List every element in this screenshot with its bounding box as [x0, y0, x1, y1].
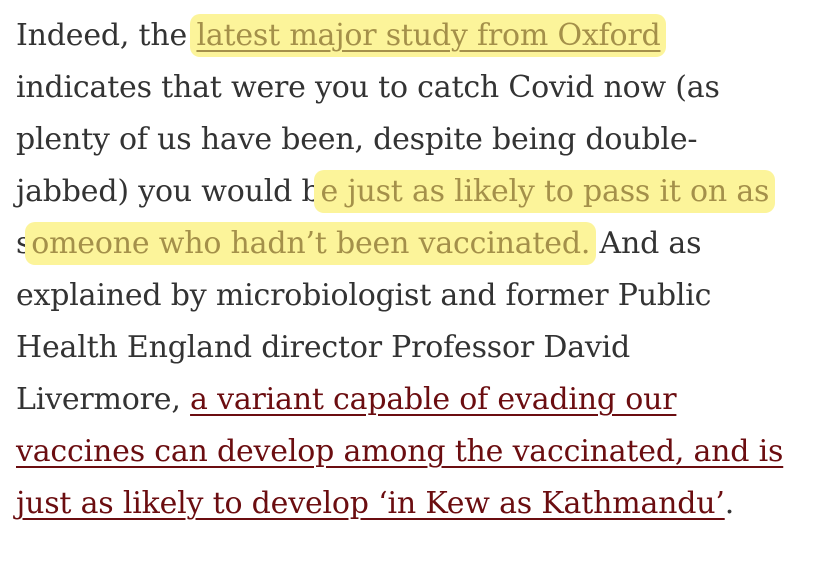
text-segment: jabbed) you would b	[16, 174, 321, 209]
text-segment: .	[724, 486, 735, 521]
oxford-study-link[interactable]: latest major study from Oxford	[190, 14, 667, 57]
variant-link[interactable]: vaccines can develop among the vaccinate…	[16, 434, 784, 469]
text-line: Livermore, a variant capable of evading …	[16, 374, 677, 426]
text-line: Health England director Professor David	[16, 330, 631, 365]
text-line: indicates that were you to catch Covid n…	[16, 70, 720, 105]
text-segment: Livermore,	[16, 382, 191, 417]
text-segment: And as	[590, 226, 702, 261]
variant-link[interactable]: just as likely to develop ‘in Kew as Kat…	[16, 486, 725, 521]
variant-link[interactable]: a variant capable of evading our	[190, 382, 677, 417]
text-line: plenty of us have been, despite being do…	[16, 122, 698, 157]
text-segment: Indeed, the	[16, 18, 197, 53]
highlighted-text: omeone who hadn’t been vaccinated.	[25, 222, 597, 265]
text-line: vaccines can develop among the vaccinate…	[16, 426, 783, 478]
text-line: just as likely to develop ‘in Kew as Kat…	[16, 478, 734, 530]
text-line: Indeed, the latest major study from Oxfo…	[16, 10, 667, 62]
highlighted-text: e just as likely to pass it on as	[314, 170, 776, 213]
text-line: someone who hadn’t been vaccinated. And …	[16, 218, 702, 270]
text-line: jabbed) you would be just as likely to p…	[16, 166, 776, 218]
text-line: explained by microbiologist and former P…	[16, 278, 712, 313]
